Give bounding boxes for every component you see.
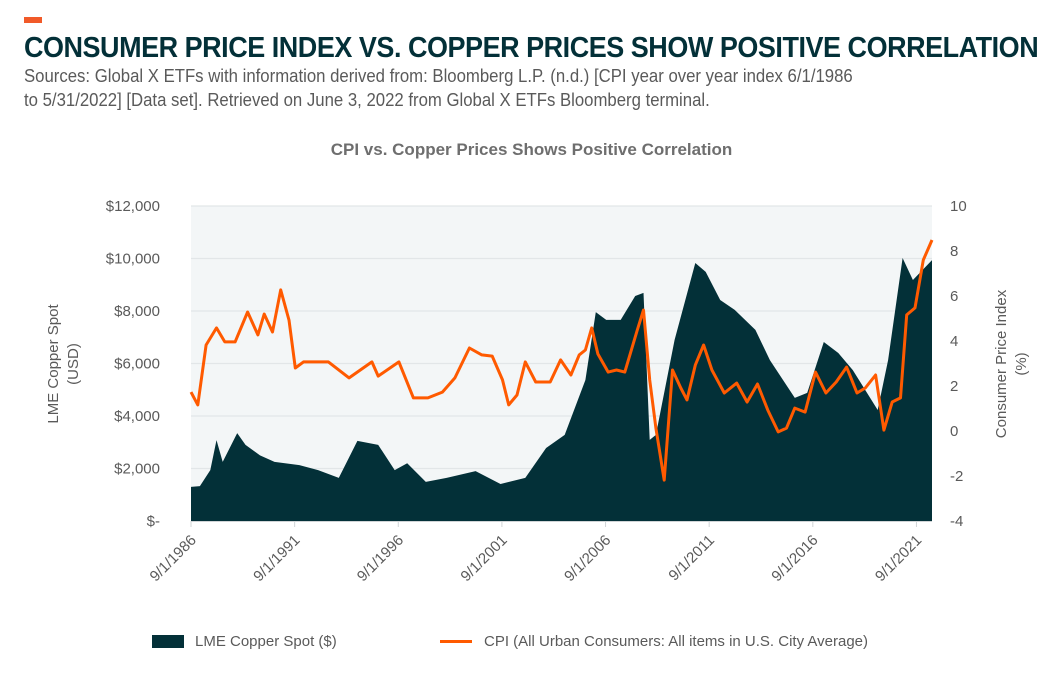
x-axis: 9/1/1986 9/1/1991 9/1/1996 9/1/2001 9/1/2006…	[147, 521, 932, 585]
source-note: Sources: Global X ETFs with information …	[24, 64, 973, 112]
page-headline: CONSUMER PRICE INDEX VS. COPPER PRICES S…	[24, 32, 1039, 64]
x-tick-label: 9/1/2011	[665, 532, 718, 585]
y-left-tick-label: $6,000	[114, 356, 160, 373]
y-axis-right: -4 -2 0 2 4 6 8 10	[950, 198, 967, 530]
y-right-tick-label: 10	[950, 198, 967, 215]
legend-label-cpi: CPI (All Urban Consumers: All items in U…	[484, 633, 869, 650]
y-axis-right-title-line2: (%)	[1013, 352, 1030, 375]
y-right-tick-label: -2	[950, 468, 963, 485]
source-line-1: Sources: Global X ETFs with information …	[24, 66, 853, 86]
x-tick-label: 9/1/1991	[250, 532, 303, 585]
y-left-tick-label: $-	[147, 513, 160, 530]
x-tick-label: 9/1/1996	[354, 532, 407, 585]
x-tick-label: 9/1/2001	[457, 532, 510, 585]
y-left-tick-label: $4,000	[114, 408, 160, 425]
x-tick-label: 9/1/2006	[561, 532, 614, 585]
y-right-tick-label: 8	[950, 243, 958, 260]
y-right-tick-label: 0	[950, 423, 958, 440]
y-left-tick-label: $8,000	[114, 303, 160, 320]
legend-label-copper: LME Copper Spot ($)	[195, 633, 337, 650]
legend: LME Copper Spot ($) CPI (All Urban Consu…	[0, 633, 1063, 663]
y-axis-left-title-line2: (USD)	[65, 343, 82, 385]
y-left-tick-label: $10,000	[106, 251, 160, 268]
source-line-2: to 5/31/2022] [Data set]. Retrieved on J…	[24, 90, 710, 110]
y-left-tick-label: $2,000	[114, 461, 160, 478]
x-tick-label: 9/1/2021	[872, 532, 925, 585]
legend-swatch-copper	[152, 635, 184, 648]
legend-swatch-cpi	[440, 640, 472, 643]
x-tick-label: 9/1/1986	[147, 532, 200, 585]
accent-bar	[24, 17, 42, 23]
y-left-tick-label: $12,000	[106, 198, 160, 215]
y-right-tick-label: -4	[950, 513, 963, 530]
y-axis-left-title-line1: LME Copper Spot	[45, 304, 62, 424]
copper-area-series	[191, 258, 932, 521]
chart-title: CPI vs. Copper Prices Shows Positive Cor…	[330, 140, 733, 159]
cpi-line-series	[189, 239, 934, 482]
y-axis-left: $- $2,000 $4,000 $6,000 $8,000 $10,000 $12,000	[106, 198, 160, 530]
y-axis-right-title-line1: Consumer Price Index	[993, 289, 1010, 438]
y-right-tick-label: 2	[950, 378, 958, 395]
legend-item-cpi: CPI (All Urban Consumers: All items in U…	[440, 633, 868, 650]
x-tick-label: 9/1/2016	[768, 532, 821, 585]
y-right-tick-label: 4	[950, 333, 958, 350]
y-right-tick-label: 6	[950, 288, 958, 305]
legend-item-copper: LME Copper Spot ($)	[152, 633, 337, 650]
